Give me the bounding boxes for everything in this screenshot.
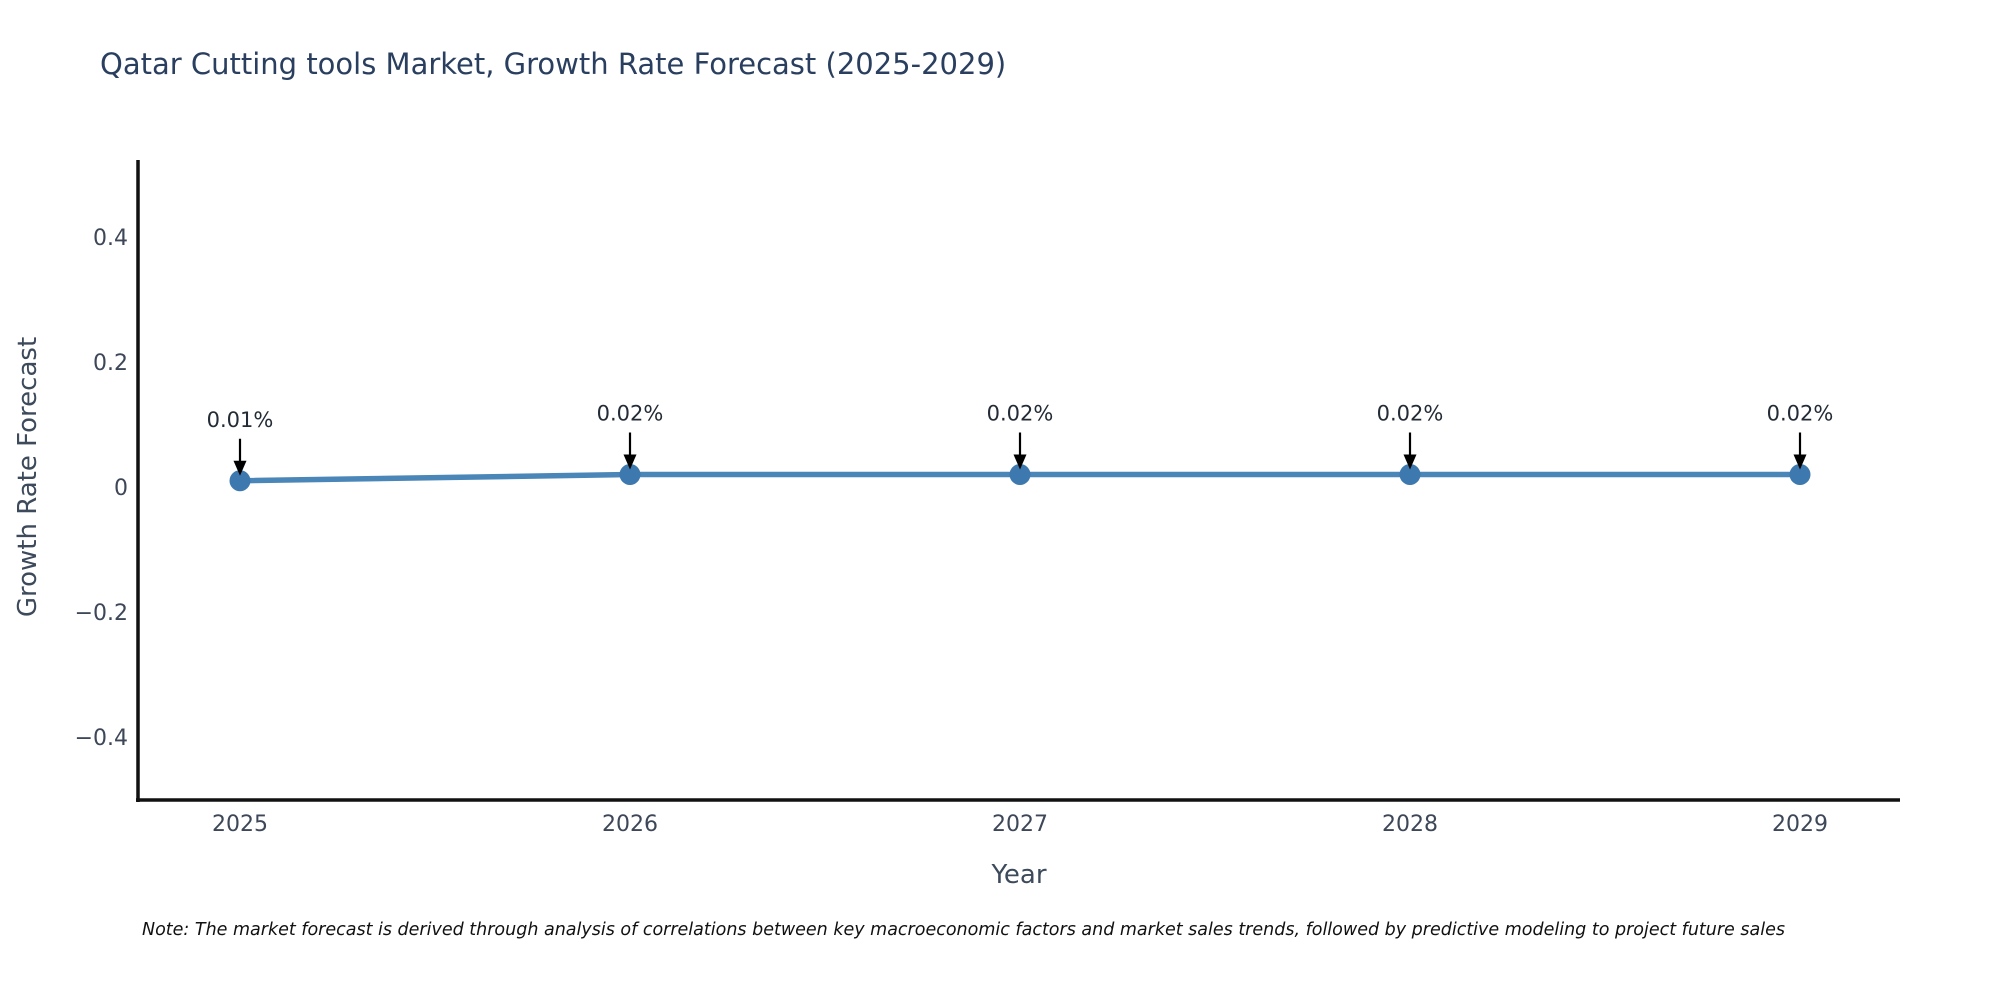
x-tick-label: 2027 [992, 812, 1048, 837]
annotation-arrow-head [1403, 454, 1417, 470]
data-point-marker [1399, 464, 1421, 485]
data-point-marker [229, 470, 251, 492]
y-tick-label: −0.4 [75, 726, 128, 751]
point-value-annotation: 0.02% [1377, 402, 1444, 426]
x-tick-label: 2028 [1382, 812, 1438, 837]
x-axis-title: Year [991, 860, 1047, 890]
point-value-annotation: 0.02% [987, 402, 1054, 426]
data-point-marker [1009, 464, 1031, 485]
annotation-arrow-head [233, 460, 247, 476]
y-tick-label: −0.2 [75, 601, 128, 626]
annotation-arrow-head [1013, 454, 1027, 470]
y-tick-label: 0.4 [93, 226, 128, 251]
annotation-arrow-head [1793, 454, 1807, 470]
x-tick-label: 2025 [212, 812, 268, 837]
point-value-annotation: 0.02% [597, 402, 664, 426]
y-tick-label: 0.2 [93, 351, 128, 376]
chart-footnote: Note: The market forecast is derived thr… [142, 920, 1785, 940]
y-axis-title: Growth Rate Forecast [13, 336, 43, 618]
point-value-annotation: 0.01% [207, 408, 274, 432]
chart-title: Qatar Cutting tools Market, Growth Rate … [100, 47, 1007, 81]
annotation-arrow-head [623, 454, 637, 470]
data-point-marker [619, 464, 641, 485]
point-value-annotation: 0.02% [1767, 402, 1834, 426]
y-tick-label: 0 [114, 476, 128, 501]
x-tick-label: 2026 [602, 812, 658, 837]
data-point-marker [1789, 464, 1811, 485]
x-tick-label: 2029 [1772, 812, 1828, 837]
